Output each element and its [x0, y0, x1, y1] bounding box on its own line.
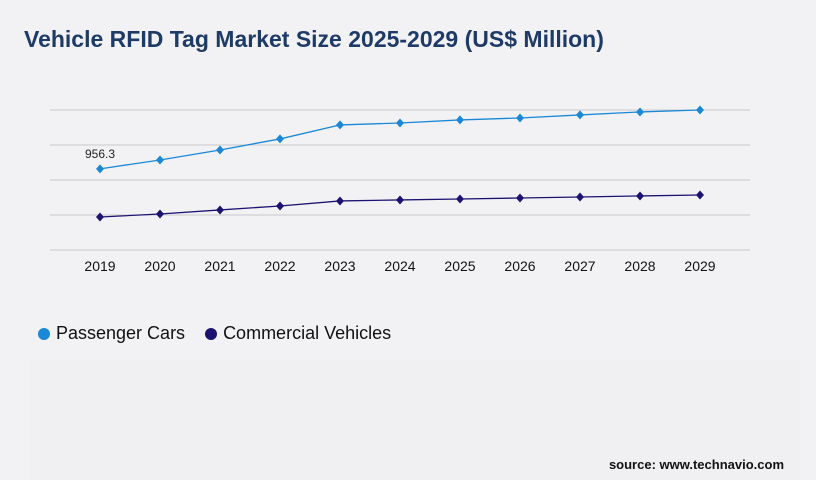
x-tick-label: 2020	[144, 258, 175, 274]
data-point	[156, 155, 164, 165]
data-point	[396, 118, 404, 128]
x-tick-label: 2026	[504, 258, 535, 274]
source-text: source: www.technavio.com	[608, 457, 784, 472]
data-point	[396, 195, 404, 205]
data-point	[456, 194, 464, 204]
data-point	[276, 201, 284, 211]
legend: Passenger Cars Commercial Vehicles	[38, 323, 391, 344]
data-point	[156, 209, 164, 219]
x-tick-label: 2023	[324, 258, 355, 274]
data-point	[216, 145, 224, 155]
data-point	[516, 113, 524, 123]
legend-item-passenger-cars: Passenger Cars	[38, 323, 185, 344]
x-tick-label: 2027	[564, 258, 595, 274]
line-chart: 2019 2020 2021 2022 2023 2024 2025 2026 2027 2028…	[50, 105, 750, 274]
x-tick-label: 2021	[204, 258, 235, 274]
data-label: 956.3	[85, 147, 115, 161]
data-point	[216, 205, 224, 215]
x-tick-label: 2028	[624, 258, 655, 274]
chart-title: Vehicle RFID Tag Market Size 2025-2029 (…	[24, 26, 604, 52]
legend-item-commercial-vehicles: Commercial Vehicles	[205, 323, 391, 344]
x-tick-label: 2025	[444, 258, 475, 274]
x-tick-label: 2029	[684, 258, 715, 274]
data-point	[636, 191, 644, 201]
legend-marker	[205, 327, 218, 340]
data-point	[456, 115, 464, 125]
data-point	[696, 105, 704, 115]
data-point	[336, 120, 344, 130]
x-tick-label: 2022	[264, 258, 295, 274]
data-point	[96, 212, 104, 222]
legend-marker	[38, 327, 50, 340]
data-point	[516, 193, 524, 203]
data-point	[576, 110, 584, 120]
legend-label: Commercial Vehicles	[223, 323, 392, 343]
data-point	[96, 164, 104, 174]
data-point	[696, 190, 704, 200]
data-point	[636, 107, 644, 117]
background-panel	[30, 360, 800, 480]
x-tick-label: 2019	[84, 258, 115, 274]
x-tick-label: 2024	[384, 258, 415, 274]
legend-label: Passenger Cars	[56, 323, 186, 343]
data-point	[336, 196, 344, 206]
data-point	[276, 134, 284, 144]
data-point	[576, 192, 584, 202]
